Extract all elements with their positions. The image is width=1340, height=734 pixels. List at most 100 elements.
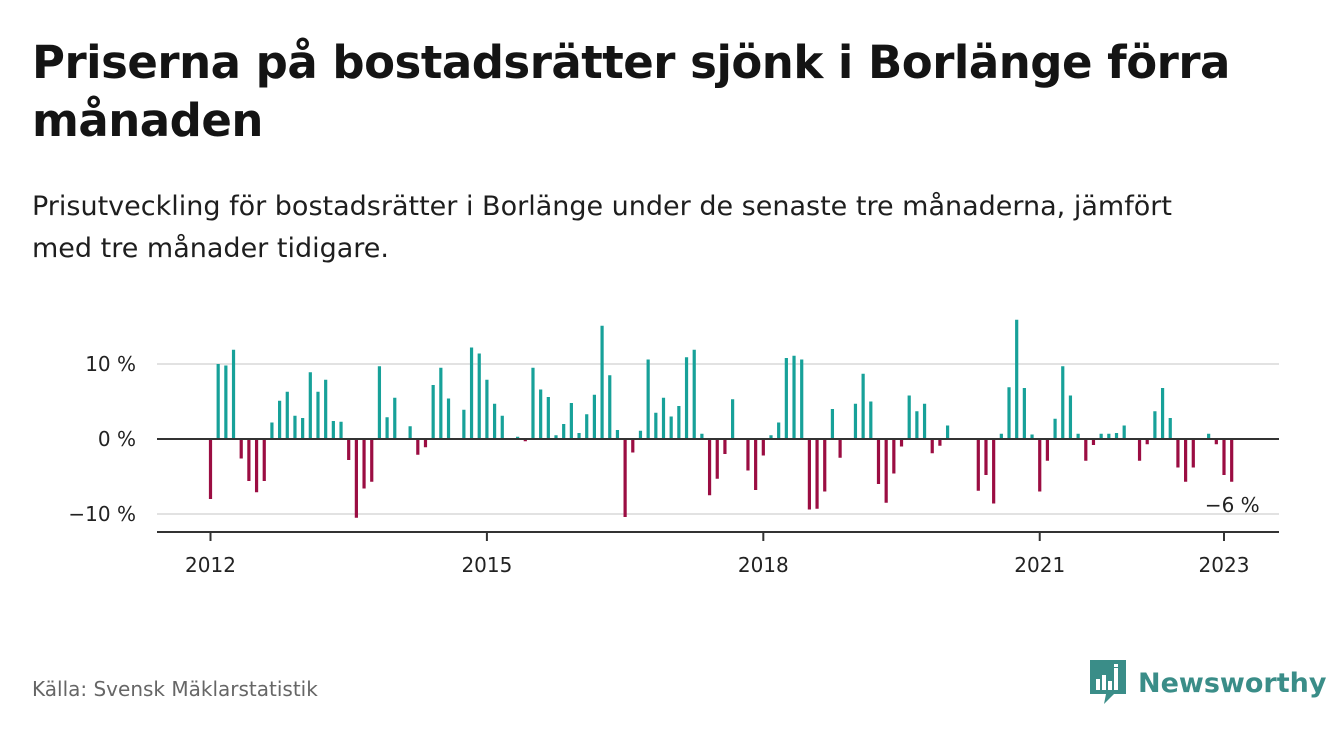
bar bbox=[485, 379, 489, 439]
bar bbox=[339, 421, 343, 439]
bar bbox=[592, 394, 596, 439]
bar bbox=[677, 406, 681, 439]
bar bbox=[492, 403, 497, 439]
bar bbox=[562, 424, 566, 439]
x-tick-label: 2021 bbox=[1014, 553, 1065, 577]
bar bbox=[784, 358, 788, 439]
x-tick-label: 2012 bbox=[185, 553, 236, 577]
bar bbox=[600, 325, 604, 439]
bar bbox=[853, 403, 858, 439]
bar bbox=[984, 439, 988, 475]
bar bbox=[1015, 319, 1019, 439]
bar bbox=[646, 359, 650, 439]
bar bbox=[370, 439, 374, 482]
bar bbox=[1168, 418, 1172, 439]
bar bbox=[930, 439, 934, 454]
bar bbox=[1053, 418, 1057, 439]
bar bbox=[577, 433, 581, 439]
bar bbox=[1222, 439, 1226, 475]
bar bbox=[800, 359, 804, 439]
bar bbox=[838, 439, 842, 458]
bar bbox=[892, 439, 896, 474]
bar bbox=[546, 397, 550, 439]
bar bbox=[262, 439, 266, 481]
bar bbox=[516, 436, 520, 439]
bar bbox=[823, 439, 827, 492]
bar bbox=[531, 367, 535, 439]
bar bbox=[393, 397, 397, 439]
bar bbox=[216, 364, 220, 439]
bar bbox=[362, 439, 366, 489]
bar bbox=[669, 416, 673, 439]
y-tick-label: 0 % bbox=[98, 427, 136, 451]
bar bbox=[1122, 425, 1126, 439]
bar bbox=[469, 347, 474, 439]
bar bbox=[815, 439, 819, 509]
bar bbox=[1091, 439, 1096, 445]
bar bbox=[684, 357, 689, 439]
bar bbox=[615, 430, 620, 439]
x-tick-label: 2023 bbox=[1199, 553, 1250, 577]
bar bbox=[1137, 439, 1142, 461]
bar bbox=[1191, 439, 1195, 468]
bar bbox=[1153, 411, 1157, 439]
y-tick-label: 10 % bbox=[85, 352, 136, 376]
bar bbox=[761, 439, 765, 456]
bar bbox=[585, 414, 589, 439]
bar bbox=[1030, 434, 1034, 439]
source-note: Källa: Svensk Mäklarstatistik bbox=[32, 677, 318, 701]
bar bbox=[777, 422, 781, 439]
bar bbox=[301, 418, 305, 439]
bar bbox=[723, 439, 727, 454]
bar bbox=[247, 439, 251, 481]
bar bbox=[539, 389, 543, 439]
bar bbox=[899, 439, 904, 447]
bar bbox=[569, 403, 573, 439]
bar bbox=[945, 425, 950, 439]
bar bbox=[439, 367, 443, 439]
bar bbox=[208, 439, 213, 499]
bar bbox=[270, 422, 274, 439]
bar bbox=[654, 412, 658, 439]
axes bbox=[157, 438, 1279, 541]
bar bbox=[746, 439, 750, 471]
bar bbox=[293, 415, 297, 439]
bar bbox=[884, 439, 888, 503]
bar bbox=[1068, 395, 1073, 439]
bar bbox=[938, 439, 942, 446]
bar bbox=[324, 379, 328, 439]
x-tick-label: 2015 bbox=[461, 553, 512, 577]
bar bbox=[715, 439, 719, 479]
bar bbox=[608, 375, 612, 439]
bar bbox=[807, 439, 811, 510]
bar bbox=[999, 433, 1003, 439]
tick-labels: 10 % 0 % −10 % 2012 2015 2018 2021 2023 −6 % bbox=[68, 352, 1259, 577]
bar bbox=[316, 391, 320, 439]
bar bbox=[408, 426, 412, 439]
bar bbox=[1184, 439, 1188, 482]
bar bbox=[754, 439, 758, 490]
chart-subtitle: Prisutveckling för bostadsrätter i Borlä… bbox=[32, 191, 1172, 264]
bar bbox=[638, 430, 643, 439]
bar bbox=[992, 439, 996, 504]
bar bbox=[446, 398, 451, 439]
bar bbox=[769, 435, 773, 439]
bar bbox=[661, 397, 666, 439]
bar bbox=[876, 439, 881, 484]
bar bbox=[869, 401, 873, 439]
bar bbox=[462, 409, 466, 439]
y-tick-label: −10 % bbox=[68, 502, 136, 526]
bar bbox=[922, 403, 927, 439]
bar bbox=[239, 439, 243, 459]
bar bbox=[224, 365, 228, 439]
bar bbox=[1114, 433, 1119, 439]
bar bbox=[731, 399, 735, 439]
bar bbox=[285, 391, 289, 439]
last-value-label: −6 % bbox=[1205, 493, 1260, 517]
bar bbox=[385, 417, 389, 439]
bar bbox=[231, 349, 236, 439]
bar bbox=[554, 435, 558, 439]
bar bbox=[1160, 388, 1165, 439]
bar bbox=[976, 439, 980, 491]
